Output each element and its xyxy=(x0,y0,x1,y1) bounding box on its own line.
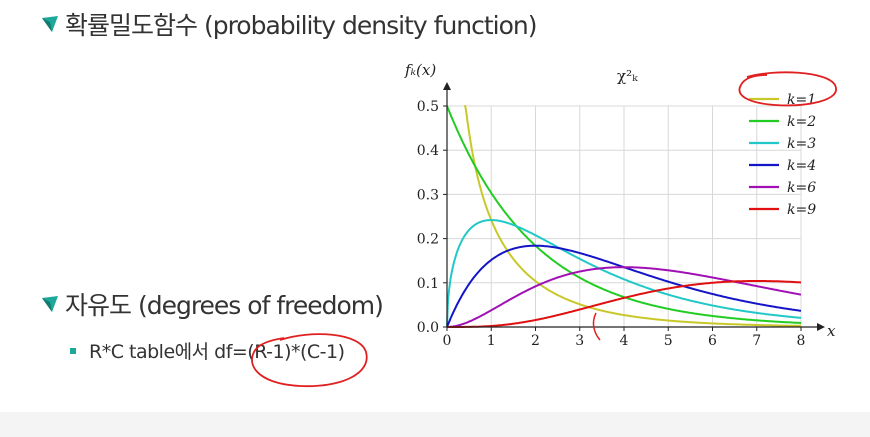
heading-pdf-text: 확률밀도함수 (probability density function) xyxy=(65,11,538,40)
series-line-k=1 xyxy=(464,105,802,327)
chart-legend: k=1k=2k=3k=4k=6k=9 xyxy=(749,92,816,218)
y-tick-label: 0.5 xyxy=(417,99,439,115)
square-bullet-icon xyxy=(70,347,76,354)
y-axis-arrow xyxy=(443,82,451,90)
legend-label: k=3 xyxy=(787,136,816,152)
legend-annotation-circle xyxy=(738,71,837,107)
x-tick-label: 0 xyxy=(443,333,452,349)
chart-axes: 0 1 2 3 4 5 6 7 8 0.0 0.1 0.2 0.3 0.4 0.5 xyxy=(417,82,825,349)
y-axis-label: fₖ(x) xyxy=(404,61,436,79)
footer-bar xyxy=(0,412,870,437)
legend-label: k=4 xyxy=(787,158,816,174)
x-axis-arrow xyxy=(817,323,825,331)
chart-grid xyxy=(447,105,802,327)
dof-formula-text: R*C table에서 df=(R-1)*(C-1) xyxy=(89,341,345,363)
formula-annotation-circle xyxy=(251,333,368,388)
chart-title: χ²ₖ xyxy=(617,67,638,85)
y-tick-label: 0.2 xyxy=(417,232,439,248)
y-tick-label: 0.4 xyxy=(417,143,439,159)
y-tick-label: 0.0 xyxy=(417,320,439,336)
series-line-k=6 xyxy=(447,266,802,328)
chi-square-chart: 0 1 2 3 4 5 6 7 80.00.10.20.30.40.5 k=1k=2k=3k=4… xyxy=(404,61,837,349)
x-tick-label: 1 xyxy=(487,333,496,349)
legend-label: k=2 xyxy=(787,114,816,130)
series-line-k=9 xyxy=(447,280,802,328)
arrow-bullet-icon xyxy=(42,16,58,32)
axis-annotation-mark xyxy=(592,312,601,341)
x-tick-label: 5 xyxy=(664,333,673,349)
legend-label: k=9 xyxy=(787,202,816,218)
x-tick-label: 2 xyxy=(531,333,540,349)
x-tick-label: 8 xyxy=(797,333,806,349)
series-line-k=3 xyxy=(446,218,802,328)
arrow-bullet-icon xyxy=(42,296,58,312)
chart-curves xyxy=(446,105,802,328)
heading-pdf: 확률밀도함수 (probability density function) xyxy=(40,6,538,42)
x-axis-label: x xyxy=(827,322,836,340)
dof-formula-item: R*C table에서 df=(R-1)*(C-1) xyxy=(70,337,345,364)
x-tick-label: 4 xyxy=(620,333,629,349)
y-tick-label: 0.1 xyxy=(417,276,439,292)
heading-dof-text: 자유도 (degrees of freedom) xyxy=(65,291,384,320)
x-tick-label: 6 xyxy=(708,333,717,349)
x-tick-label: 7 xyxy=(752,333,761,349)
y-tick-label: 0.3 xyxy=(417,187,439,203)
heading-dof: 자유도 (degrees of freedom) xyxy=(40,286,384,322)
legend-label: k=6 xyxy=(787,180,816,196)
x-tick-label: 3 xyxy=(575,333,584,349)
